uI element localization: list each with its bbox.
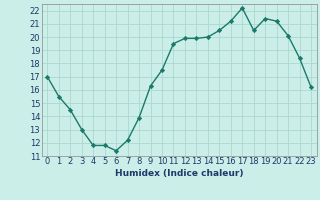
X-axis label: Humidex (Indice chaleur): Humidex (Indice chaleur) (115, 169, 244, 178)
